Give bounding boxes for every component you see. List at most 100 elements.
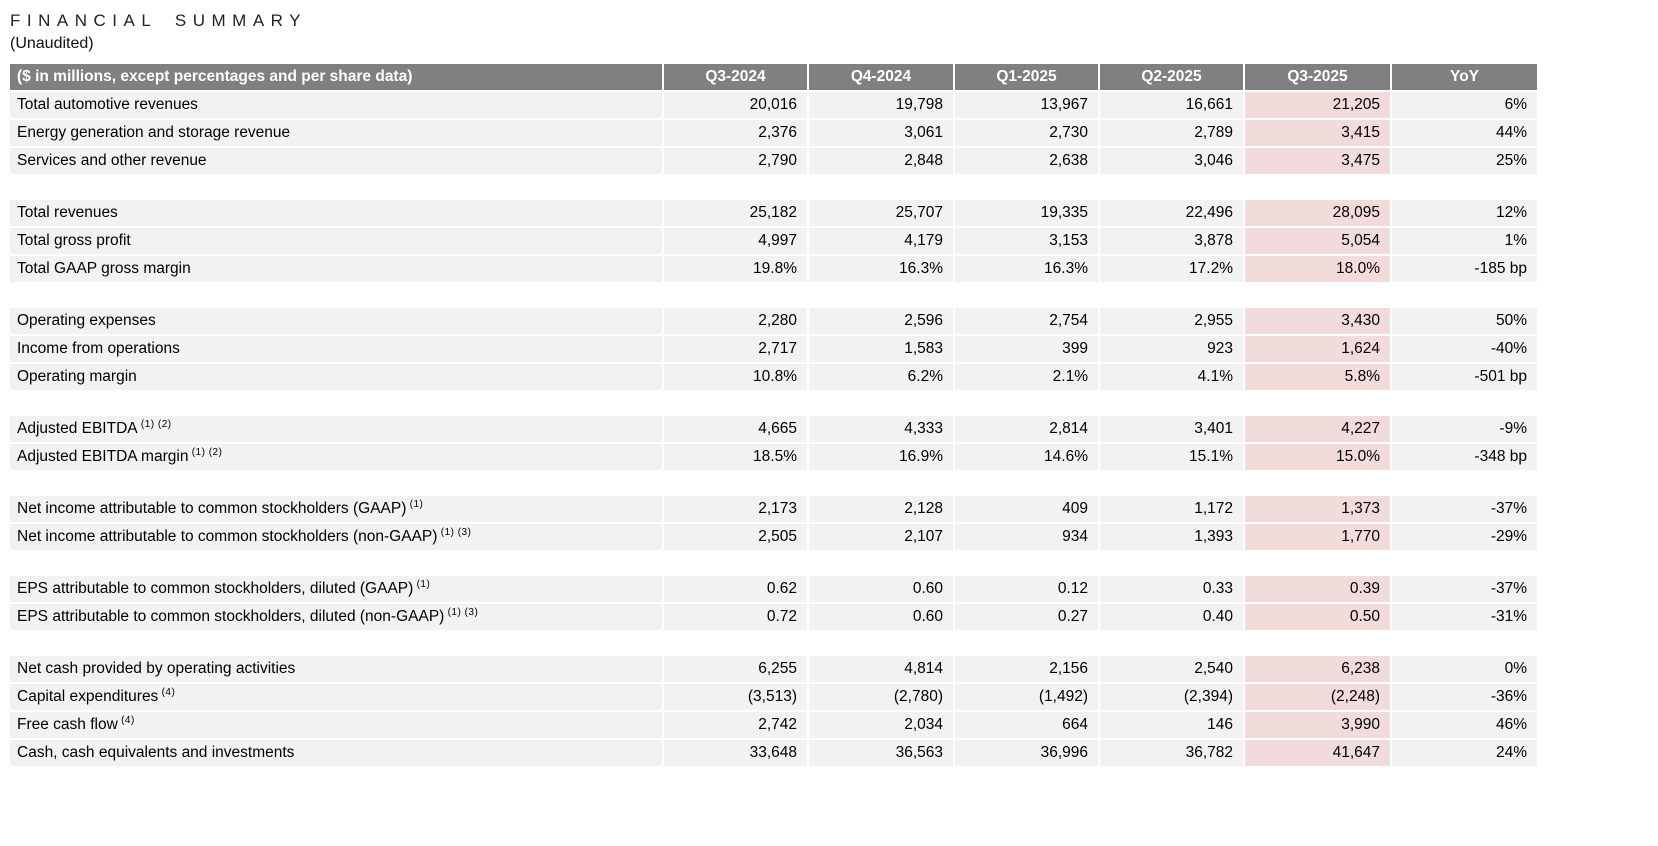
row-label: Adjusted EBITDA (17, 420, 138, 437)
table-row: Free cash flow (4) 2,742 2,034 664 146 3,990 4… (10, 712, 1537, 740)
value-cell: 409 (953, 496, 1098, 524)
value-cell: -9% (1390, 416, 1537, 444)
value-cell: 2,505 (662, 524, 807, 552)
value-cell-highlighted: 3,990 (1243, 712, 1390, 740)
value-cell: (2,780) (807, 684, 953, 712)
value-cell: 2,596 (807, 308, 953, 336)
row-label-cell: Adjusted EBITDA margin (1) (2) (10, 444, 662, 472)
row-label-cell: Net income attributable to common stockh… (10, 496, 662, 524)
footnote-reference: (1) (406, 498, 424, 510)
value-cell: 2,742 (662, 712, 807, 740)
value-cell: 33,648 (662, 740, 807, 768)
value-cell: 6.2% (807, 364, 953, 392)
value-cell: 16.3% (807, 256, 953, 284)
value-cell-highlighted: 21,205 (1243, 92, 1390, 120)
row-label-cell: Free cash flow (4) (10, 712, 662, 740)
row-label: Operating expenses (17, 312, 156, 329)
value-cell: 2,156 (953, 656, 1098, 684)
column-header-q3-2025: Q3-2025 (1243, 64, 1390, 92)
value-cell: -36% (1390, 684, 1537, 712)
value-cell: 2,540 (1098, 656, 1243, 684)
value-cell: 2,376 (662, 120, 807, 148)
value-cell: 1,393 (1098, 524, 1243, 552)
row-label-cell: Operating expenses (10, 308, 662, 336)
value-cell: 24% (1390, 740, 1537, 768)
table-row: Total GAAP gross margin 19.8% 16.3% 16.3% 17… (10, 256, 1537, 284)
value-cell: 44% (1390, 120, 1537, 148)
value-cell-highlighted: 0.39 (1243, 576, 1390, 604)
value-cell: 36,996 (953, 740, 1098, 768)
financial-summary-table: ($ in millions, except percentages and p… (10, 64, 1537, 768)
value-cell: 19,798 (807, 92, 953, 120)
value-cell: 664 (953, 712, 1098, 740)
row-label-cell: Capital expenditures (4) (10, 684, 662, 712)
value-cell: 4,814 (807, 656, 953, 684)
value-cell: 22,496 (1098, 200, 1243, 228)
value-cell: 1,583 (807, 336, 953, 364)
row-label: Net income attributable to common stockh… (17, 528, 438, 545)
row-label: Total gross profit (17, 232, 131, 249)
table-row: Net cash provided by operating activitie… (10, 656, 1537, 684)
footnote-reference: (4) (117, 714, 135, 726)
row-label-cell: EPS attributable to common stockholders,… (10, 576, 662, 604)
value-cell: 4,179 (807, 228, 953, 256)
table-row: Total gross profit 4,997 4,179 3,153 3,878 5,… (10, 228, 1537, 256)
value-cell: 2,034 (807, 712, 953, 740)
row-label-cell: Operating margin (10, 364, 662, 392)
value-cell-highlighted: 4,227 (1243, 416, 1390, 444)
spacer-row (10, 176, 1537, 200)
value-cell: 25,182 (662, 200, 807, 228)
value-cell: 2,107 (807, 524, 953, 552)
value-cell: 2,814 (953, 416, 1098, 444)
page-subtitle: (Unaudited) (10, 35, 94, 52)
footnote-reference: (1) (3) (437, 526, 472, 538)
value-cell: 3,153 (953, 228, 1098, 256)
table-row: Total automotive revenues 20,016 19,798 13,… (10, 92, 1537, 120)
table-row: Operating expenses 2,280 2,596 2,754 2,955 3,… (10, 308, 1537, 336)
value-cell: 4,333 (807, 416, 953, 444)
row-label-cell: Total automotive revenues (10, 92, 662, 120)
spacer-row (10, 392, 1537, 416)
table-row: Services and other revenue 2,790 2,848 2,63… (10, 148, 1537, 176)
row-label: Free cash flow (17, 716, 118, 733)
value-cell: 16,661 (1098, 92, 1243, 120)
value-cell-highlighted: 1,770 (1243, 524, 1390, 552)
table-row: EPS attributable to common stockholders,… (10, 576, 1537, 604)
value-cell: 16.3% (953, 256, 1098, 284)
value-cell-highlighted: 28,095 (1243, 200, 1390, 228)
footnote-reference: (1) (413, 578, 431, 590)
value-cell: 0.33 (1098, 576, 1243, 604)
spacer-row (10, 632, 1537, 656)
table-row: Adjusted EBITDA (1) (2) 4,665 4,333 2,814 3,… (10, 416, 1537, 444)
value-cell: 0.60 (807, 604, 953, 632)
value-cell: 0.72 (662, 604, 807, 632)
value-cell: 0.27 (953, 604, 1098, 632)
row-label-cell: Income from operations (10, 336, 662, 364)
value-cell-highlighted: (2,248) (1243, 684, 1390, 712)
row-label: Net cash provided by operating activitie… (17, 660, 296, 677)
financial-summary-page: FINANCIAL SUMMARY (Unaudited) ($ in mill… (10, 10, 1650, 768)
value-cell-highlighted: 3,430 (1243, 308, 1390, 336)
value-cell-highlighted: 0.50 (1243, 604, 1390, 632)
value-cell-highlighted: 1,624 (1243, 336, 1390, 364)
value-cell: 2,754 (953, 308, 1098, 336)
value-cell: 934 (953, 524, 1098, 552)
value-cell: 146 (1098, 712, 1243, 740)
value-cell-highlighted: 6,238 (1243, 656, 1390, 684)
value-cell: -185 bp (1390, 256, 1537, 284)
table-row: Operating margin 10.8% 6.2% 2.1% 4.1% 5.8% -50… (10, 364, 1537, 392)
value-cell: 16.9% (807, 444, 953, 472)
value-cell: 2,790 (662, 148, 807, 176)
value-cell: 2,717 (662, 336, 807, 364)
row-label: Total automotive revenues (17, 96, 198, 113)
value-cell: 2,730 (953, 120, 1098, 148)
value-cell: (2,394) (1098, 684, 1243, 712)
value-cell-highlighted: 3,415 (1243, 120, 1390, 148)
spacer-row (10, 472, 1537, 496)
value-cell: 399 (953, 336, 1098, 364)
value-cell: 0.40 (1098, 604, 1243, 632)
page-title: FINANCIAL SUMMARY (10, 11, 307, 30)
footnote-reference: (4) (158, 686, 176, 698)
value-cell: 1% (1390, 228, 1537, 256)
table-row: EPS attributable to common stockholders,… (10, 604, 1537, 632)
